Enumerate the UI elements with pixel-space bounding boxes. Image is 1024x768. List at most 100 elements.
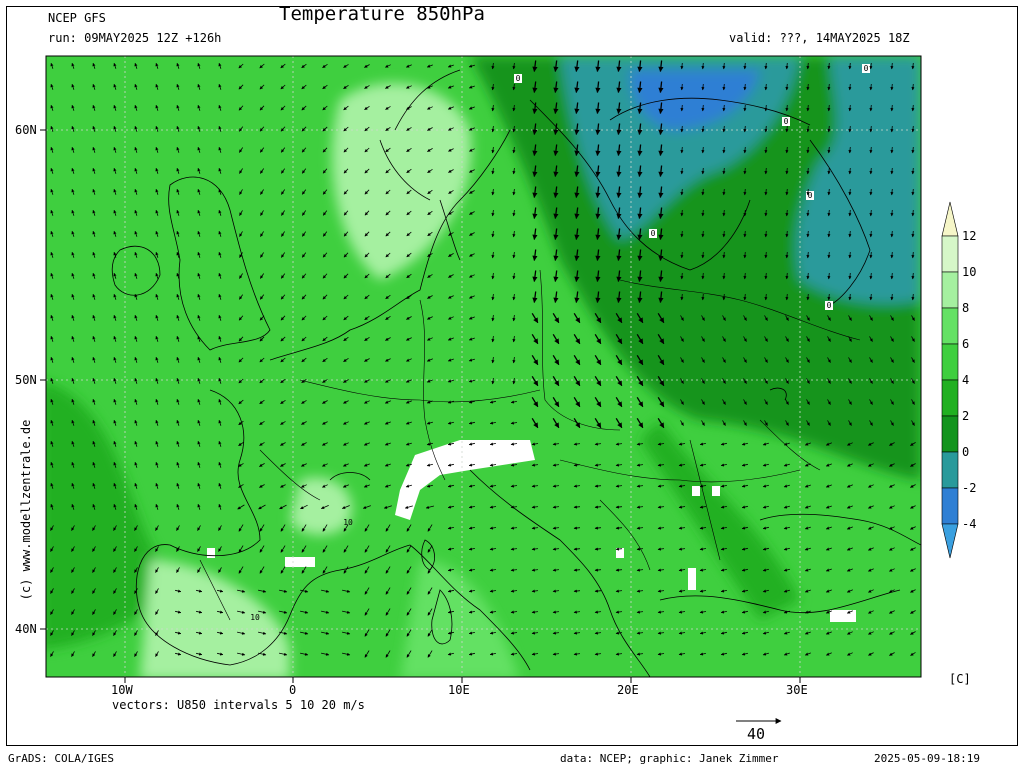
wind-vector [764,83,768,91]
wind-vector [762,463,770,467]
wind-vector [426,64,433,68]
wind-vector [447,484,454,488]
wind-vector [113,251,117,258]
wind-vector [785,209,789,217]
wind-vector [280,484,286,488]
wind-vector [92,525,96,531]
wind-vector [512,251,516,259]
wind-vector [827,420,831,426]
wind-vector [176,525,180,531]
wind-vector [489,421,496,425]
wind-vector [512,314,516,322]
wind-vector [176,125,180,132]
wind-vector [197,293,201,300]
wind-vector [827,146,831,154]
wind-vector [573,375,581,387]
wind-vector [197,104,201,111]
wind-vector [510,400,517,404]
wind-vector [911,251,915,259]
wind-vector [384,442,391,446]
wind-vector [573,463,581,467]
wind-vector [71,356,75,363]
wind-vector [743,293,747,301]
footer-credit: data: NCEP; graphic: Janek Zimmer [560,752,779,765]
wind-vector [197,398,201,405]
wind-vector [385,379,391,383]
wind-vector [699,526,707,530]
wind-vector [468,316,475,320]
wind-vector [385,231,391,237]
wind-vector [615,375,623,387]
wind-vector [301,189,307,195]
wind-vector [743,315,747,321]
wind-vector [890,272,894,280]
wind-vector [890,188,894,196]
wind-vector [343,189,349,195]
wind-vector [468,463,475,467]
wind-vector [657,568,665,572]
wind-vector [322,210,328,216]
wind-vector [658,186,664,199]
wind-vector [134,167,138,174]
wind-vector [657,417,665,429]
wind-vector [510,568,518,572]
wind-vector [657,396,665,408]
wind-vector [615,333,623,345]
wind-vector [322,315,328,321]
wind-vector [785,357,789,363]
wind-vector [385,147,391,153]
wind-vector [510,421,518,425]
wind-vector [427,231,433,237]
wind-vector [385,64,391,68]
wind-vector [113,293,117,300]
wind-vector [364,400,370,404]
wind-vector [92,188,96,195]
wind-vector [658,144,664,157]
wind-vector [343,147,349,153]
wind-vector [594,526,602,530]
wind-vector [889,484,895,488]
wind-vector [678,484,686,488]
wind-vector [868,442,874,446]
wind-vector [71,230,75,237]
wind-vector [869,62,873,70]
wind-vector [385,106,391,110]
wind-vector [259,378,265,384]
wind-vector [911,83,915,91]
wind-vector [512,104,516,112]
wind-vector [743,399,747,405]
wind-vector [911,209,915,217]
wind-vector [657,442,665,446]
wind-vector [806,420,810,426]
wind-vector [321,505,329,509]
wind-vector [911,420,915,426]
wind-vector [552,375,560,387]
wind-vector [764,188,768,196]
wind-vector [722,378,726,384]
wind-vector [764,62,768,70]
wind-vector [385,358,391,362]
wind-vector [448,190,454,194]
colorbar-tick: -2 [962,481,977,495]
wind-vector [427,106,433,110]
wind-vector [806,146,810,154]
wind-vector [405,442,412,446]
wind-vector [764,104,768,112]
wind-vector [741,568,748,572]
wind-vector [785,336,789,342]
wind-vector [176,188,180,195]
wind-vector [531,505,539,509]
wind-vector [680,209,684,217]
wind-vector [637,270,643,283]
wind-vector [595,81,601,94]
wind-vector [113,146,117,153]
wind-vector [657,526,665,530]
wind-vector [113,588,117,594]
wind-vector [701,146,705,154]
wind-vector [595,207,601,220]
wind-vector [238,294,244,300]
wind-vector [785,420,789,426]
wind-vector [113,314,117,321]
colorbar-tick: 10 [962,265,977,279]
temp-field-balkan [640,420,800,620]
